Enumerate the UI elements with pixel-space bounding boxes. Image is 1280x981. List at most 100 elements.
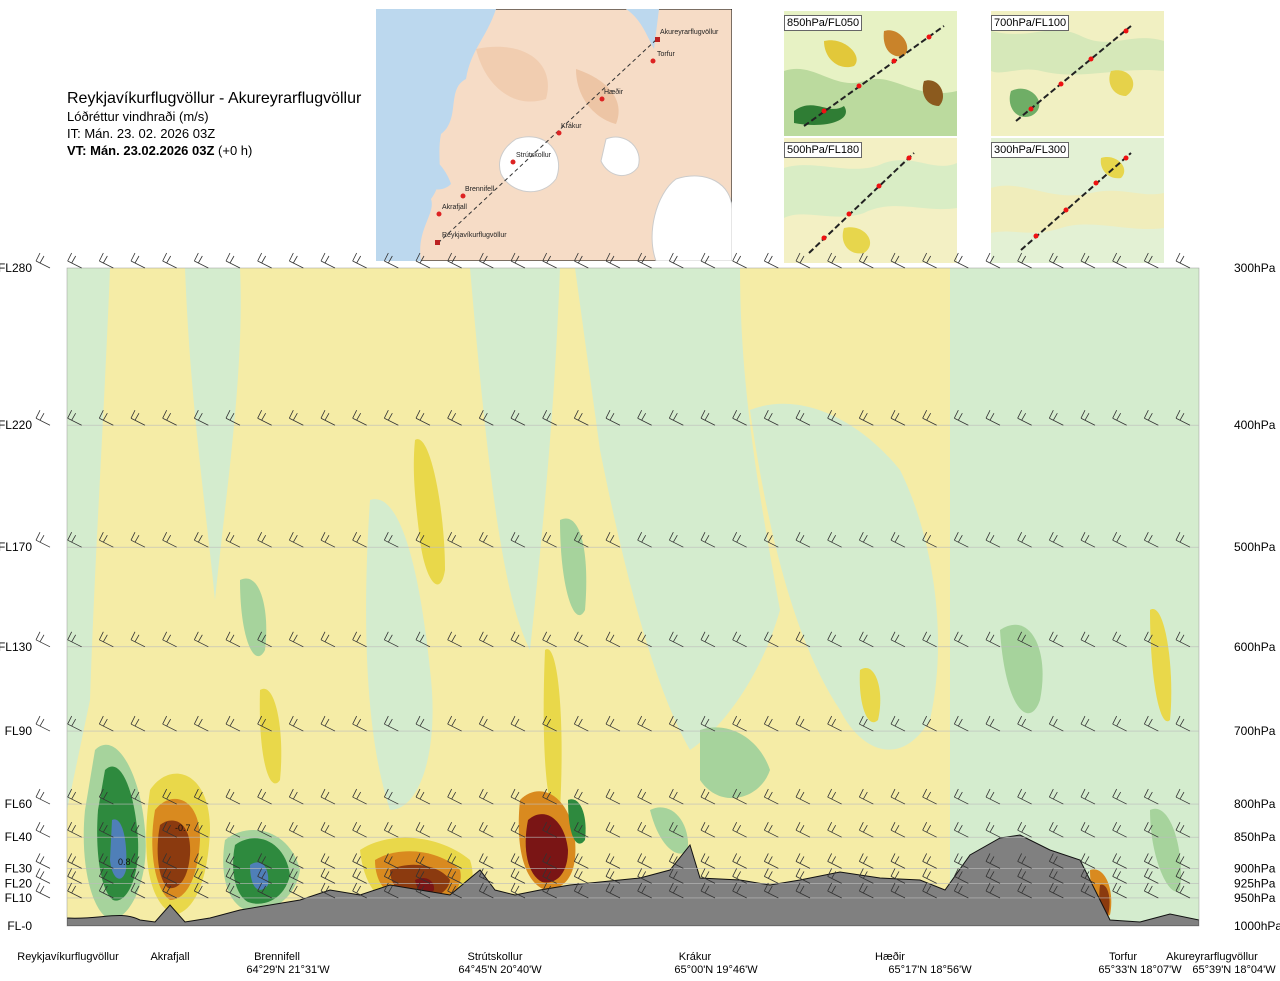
wind-barb — [890, 822, 906, 838]
wind-barb — [320, 882, 336, 899]
wind-barb — [858, 252, 874, 269]
wind-barb — [922, 882, 937, 899]
wind-barb — [35, 252, 51, 269]
wind-barb — [985, 868, 1001, 884]
wind-barb — [352, 868, 367, 884]
wind-barb — [257, 788, 272, 805]
wind-barb — [1048, 252, 1064, 269]
wind-barb — [35, 868, 51, 884]
annotation-neg: -0.7 — [175, 823, 191, 833]
wind-barb — [573, 868, 589, 884]
mini-map-700hpa[interactable]: 700hPa/FL100 — [991, 11, 1164, 136]
wind-barb — [510, 410, 526, 426]
flight-level-tick: FL-0 — [7, 919, 32, 933]
wind-barb — [1143, 868, 1159, 884]
chart-title-block: Reykjavíkurflugvöllur - Akureyrarflugvöl… — [67, 90, 387, 159]
wind-barb — [162, 531, 177, 548]
route-map-inset[interactable]: Akureyrarflugvöllur Torfur Hæðir Krákur … — [375, 8, 733, 262]
wind-barb — [98, 788, 114, 805]
wind-barb — [732, 788, 747, 805]
wind-barb — [542, 410, 557, 426]
map-marker-reykjavik — [435, 240, 440, 245]
wind-barb — [35, 822, 51, 838]
wind-barb — [162, 868, 177, 884]
mini-map-850hpa[interactable]: 850hPa/FL050 — [784, 11, 957, 136]
wind-barb — [1080, 410, 1096, 426]
pressure-level-tick: 1000hPa — [1234, 919, 1280, 933]
wind-barb — [1080, 882, 1096, 899]
wind-barb — [827, 788, 842, 805]
wind-barb — [700, 868, 716, 884]
wind-barb — [700, 531, 716, 548]
wind-barb — [478, 788, 494, 805]
pressure-level-tick: 700hPa — [1234, 724, 1276, 738]
map-label-brennifell: Brennifell — [465, 186, 495, 193]
pressure-level-lines — [67, 424, 1199, 899]
map-marker-haedir — [599, 96, 605, 102]
wind-barb — [415, 822, 431, 838]
wind-barb — [1080, 631, 1096, 648]
wind-barb — [98, 410, 114, 426]
map-label-haedir: Hæðir — [604, 88, 624, 96]
wind-barb — [383, 410, 399, 426]
wind-barb — [985, 882, 1001, 899]
terrain-profile — [67, 834, 1199, 926]
wind-barb — [1048, 868, 1064, 884]
wind-barb — [953, 252, 969, 269]
mini-map-500hpa[interactable]: 500hPa/FL180 — [784, 138, 957, 263]
wind-barb — [1112, 853, 1127, 869]
wind-barb — [478, 252, 494, 269]
wind-barb — [795, 631, 811, 648]
pressure-level-tick: 950hPa — [1234, 891, 1276, 905]
map-marker-akrafjall — [436, 211, 442, 217]
wind-barb — [637, 715, 652, 732]
flight-level-tick: FL90 — [5, 724, 33, 738]
waypoint-name: Brennifell — [254, 951, 300, 963]
wind-barb — [510, 822, 526, 838]
wind-barb — [98, 252, 114, 269]
wind-barb — [605, 252, 621, 269]
wind-barb — [510, 882, 526, 899]
wind-barb — [98, 868, 114, 884]
wind-barb — [605, 868, 621, 884]
wind-barb — [827, 715, 842, 732]
wind-barb — [352, 410, 367, 426]
waypoint-coord: 64°45'N 20°40'W — [458, 964, 542, 976]
wind-barb — [637, 868, 652, 884]
wind-barb — [732, 882, 747, 899]
wind-barb — [890, 868, 906, 884]
wind-barb — [288, 531, 304, 548]
wind-barb — [352, 853, 367, 869]
wind-barb — [130, 822, 146, 838]
wind-barb — [1080, 868, 1096, 884]
wind-barb — [890, 853, 906, 869]
wind-barb — [478, 822, 494, 838]
wind-barb — [985, 822, 1001, 838]
wind-barb — [858, 853, 874, 869]
wind-barb — [257, 715, 272, 732]
waypoint-coord: 65°33'N 18°07'W — [1098, 964, 1182, 976]
wind-barb — [130, 252, 146, 269]
map-marker-torfur — [650, 58, 656, 64]
wind-barb — [35, 882, 51, 899]
wind-barb — [1112, 252, 1127, 269]
wind-barb — [668, 715, 684, 732]
wind-barb — [763, 868, 779, 884]
wind-barb — [795, 868, 811, 884]
mini-map-300hpa[interactable]: 300hPa/FL300 — [991, 138, 1164, 263]
waypoint-coord: 65°39'N 18°04'W — [1192, 964, 1276, 976]
wind-barb — [922, 822, 937, 838]
wind-barb — [162, 882, 177, 899]
wind-barb — [858, 715, 874, 732]
wind-barb — [890, 252, 906, 269]
wind-barb — [193, 868, 209, 884]
wind-barb — [732, 715, 747, 732]
wind-barb — [1175, 715, 1191, 732]
wind-barb — [827, 410, 842, 426]
wind-barb — [225, 822, 241, 838]
pressure-level-tick: 600hPa — [1234, 640, 1276, 654]
wind-barb — [447, 410, 462, 426]
wind-barb — [827, 631, 842, 648]
wind-barb — [637, 853, 652, 869]
wind-barb — [225, 252, 241, 269]
